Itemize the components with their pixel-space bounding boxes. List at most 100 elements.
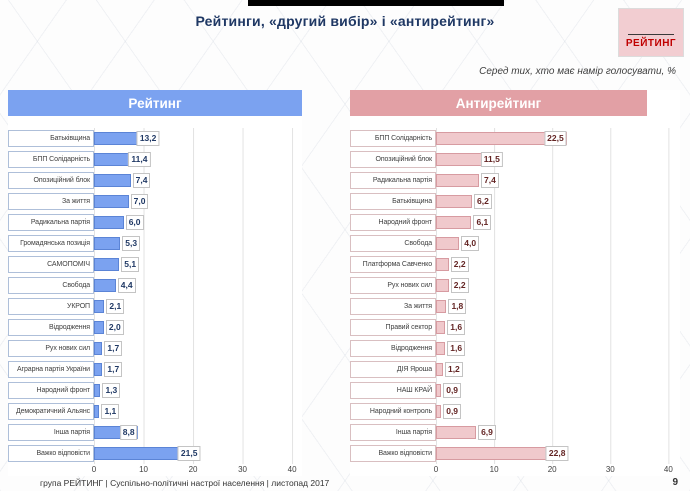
value-label: 7,0 xyxy=(130,194,149,209)
chart-row: Інша партія 8,8 xyxy=(8,422,302,443)
value-label: 11,5 xyxy=(480,152,503,167)
value-label: 5,3 xyxy=(122,236,141,251)
category-label: САМОПОМІЧ xyxy=(8,256,94,273)
chart-row: НАШ КРАЙ 0,9 xyxy=(350,380,680,401)
antirating-chart: Антирейтинг БПП Солідарність 22,5 Опозицій… xyxy=(350,90,680,476)
chart-row: Аграрна партія України 1,7 xyxy=(8,359,302,380)
plot-area: 1,7 xyxy=(94,338,302,359)
x-axis-tick: 10 xyxy=(489,465,499,474)
plot-area: 7,0 xyxy=(94,191,302,212)
plot-area: 5,3 xyxy=(94,233,302,254)
value-label: 0,9 xyxy=(443,383,462,398)
plot-area: 2,1 xyxy=(94,296,302,317)
chart-row: Опозиційний блок 7,4 xyxy=(8,170,302,191)
value-label: 1,3 xyxy=(102,383,121,398)
value-label: 1,1 xyxy=(101,404,120,419)
bar-rows: БПП Солідарність 22,5 Опозиційний блок 11,5… xyxy=(350,128,680,464)
value-label: 4,4 xyxy=(117,278,136,293)
value-label: 6,9 xyxy=(478,425,496,440)
plot-area: 13,2 xyxy=(94,128,302,149)
chart-row: Радикальна партія 6,0 xyxy=(8,212,302,233)
x-axis-tick: 40 xyxy=(663,465,673,474)
chart-row: Демократичний Альянс 1,1 xyxy=(8,401,302,422)
chart-row: Правий сектор 1,6 xyxy=(350,317,680,338)
bar xyxy=(94,342,103,355)
plot-area: 1,8 xyxy=(436,296,680,317)
value-label: 11,4 xyxy=(128,152,151,167)
bar xyxy=(436,216,472,229)
value-label: 6,0 xyxy=(125,215,144,230)
category-label: БПП Солідарність xyxy=(350,130,436,147)
category-label: Опозиційний блок xyxy=(350,151,436,168)
chart-row: Свобода 4,0 xyxy=(350,233,680,254)
logo-rule xyxy=(628,34,674,35)
plot-area: 6,1 xyxy=(436,212,680,233)
chart-row: БПП Солідарність 11,4 xyxy=(8,149,302,170)
logo-text: РЕЙТИНГ xyxy=(625,38,677,49)
category-label: За життя xyxy=(350,298,436,315)
plot-area: 1,6 xyxy=(436,317,680,338)
bar xyxy=(94,279,116,292)
bar xyxy=(436,279,449,292)
plot-area: 7,4 xyxy=(436,170,680,191)
bar xyxy=(436,405,442,418)
value-label: 7,4 xyxy=(480,173,499,188)
plot-area: 6,9 xyxy=(436,422,680,443)
chart-row: Народний фронт 6,1 xyxy=(350,212,680,233)
category-label: Демократичний Альянс xyxy=(8,403,94,420)
plot-area: 7,4 xyxy=(94,170,302,191)
value-label: 22,8 xyxy=(545,446,569,461)
plot-area: 2,0 xyxy=(94,317,302,338)
category-label: НАШ КРАЙ xyxy=(350,382,436,399)
value-label: 5,1 xyxy=(121,257,140,272)
category-label: Інша партія xyxy=(8,424,94,441)
category-label: Батьківщина xyxy=(8,130,94,147)
plot-area: 22,5 xyxy=(436,128,680,149)
bar xyxy=(94,216,124,229)
category-label: Опозиційний блок xyxy=(8,172,94,189)
value-label: 2,1 xyxy=(106,299,125,314)
value-label: 1,2 xyxy=(444,362,463,377)
plot-area: 4,0 xyxy=(436,233,680,254)
bar xyxy=(436,195,473,208)
bar xyxy=(436,384,442,397)
chart-row: Громадянська позиція 5,3 xyxy=(8,233,302,254)
chart-row: Свобода 4,4 xyxy=(8,275,302,296)
x-axis-tick: 0 xyxy=(91,465,97,474)
chart-row: Батьківщина 13,2 xyxy=(8,128,302,149)
chart-row: САМОПОМІЧ 5,1 xyxy=(8,254,302,275)
chart-row: Рух нових сил 1,7 xyxy=(8,338,302,359)
value-label: 1,7 xyxy=(104,341,123,356)
plot-area: 11,4 xyxy=(94,149,302,170)
chart-row: ДІЯ Яроша 1,2 xyxy=(350,359,680,380)
plot-area: 2,2 xyxy=(436,254,680,275)
x-axis: 0 10 20 30 40 xyxy=(434,464,680,476)
plot-area: 1,6 xyxy=(436,338,680,359)
x-axis-tick: 30 xyxy=(605,465,615,474)
x-axis-tick: 30 xyxy=(238,465,248,474)
category-label: БПП Солідарність xyxy=(8,151,94,168)
bar xyxy=(436,258,449,271)
category-label: Інша партія xyxy=(350,424,436,441)
plot-area: 0,9 xyxy=(436,401,680,422)
value-label: 13,2 xyxy=(136,131,160,146)
plot-area: 8,8 xyxy=(94,422,302,443)
bar xyxy=(436,426,477,439)
bar xyxy=(436,237,460,250)
bar xyxy=(94,258,120,271)
top-black-strip xyxy=(248,0,504,6)
plot-area: 1,3 xyxy=(94,380,302,401)
category-label: Свобода xyxy=(350,235,436,252)
chart-row: Опозиційний блок 11,5 xyxy=(350,149,680,170)
category-label: Народний контроль xyxy=(350,403,436,420)
chart-row: Відродження 2,0 xyxy=(8,317,302,338)
x-axis-tick: 20 xyxy=(547,465,557,474)
rating-group-logo: РЕЙТИНГ xyxy=(618,8,684,57)
plot-area: 0,9 xyxy=(436,380,680,401)
x-axis-tick: 40 xyxy=(287,465,297,474)
value-label: 1,7 xyxy=(104,362,123,377)
plot-area: 6,0 xyxy=(94,212,302,233)
rating-chart: Рейтинг Батьківщина 13,2 БПП Солідарність 1… xyxy=(8,90,302,476)
value-label: 1,8 xyxy=(448,299,467,314)
category-label: Важко відповісти xyxy=(350,445,436,462)
